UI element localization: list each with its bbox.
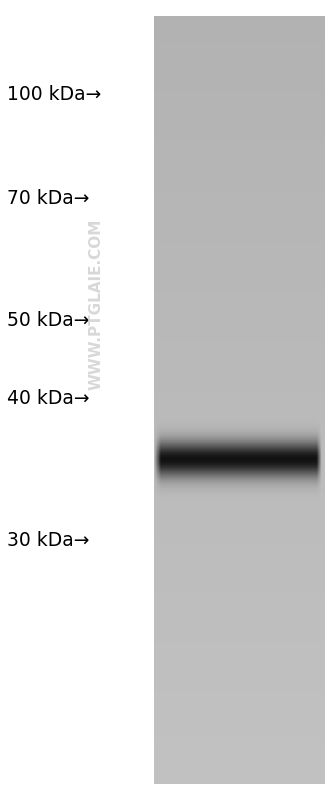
Text: 50 kDa→: 50 kDa→ (7, 310, 89, 330)
Text: 30 kDa→: 30 kDa→ (7, 530, 89, 550)
Text: 40 kDa→: 40 kDa→ (7, 389, 89, 408)
Text: WWW.PTGLAIE.COM: WWW.PTGLAIE.COM (88, 218, 103, 390)
Text: 100 kDa→: 100 kDa→ (7, 85, 101, 104)
Text: 70 kDa→: 70 kDa→ (7, 189, 89, 208)
